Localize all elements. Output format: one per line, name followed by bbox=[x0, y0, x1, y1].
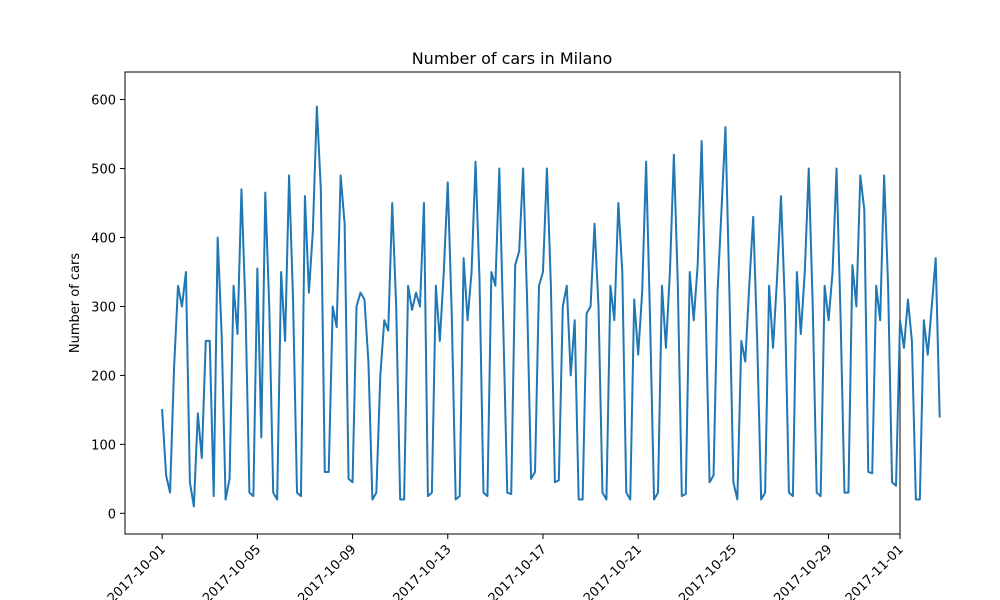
x-tick-label: 2017-11-01 bbox=[843, 542, 907, 600]
y-tick-label: 0 bbox=[108, 507, 116, 522]
x-axis: 2017-10-01 2017-10-05 2017-10-09 2017-10-13… bbox=[105, 534, 907, 600]
y-tick-label: 300 bbox=[91, 300, 116, 315]
x-tick-label: 2017-10-25 bbox=[676, 542, 740, 600]
axes-frame bbox=[124, 71, 901, 535]
y-tick-label: 200 bbox=[91, 369, 116, 384]
x-tick-label: 2017-10-09 bbox=[295, 542, 359, 600]
x-tick-label: 2017-10-01 bbox=[105, 542, 169, 600]
y-tick-label: 500 bbox=[91, 163, 116, 178]
y-tick-label: 600 bbox=[91, 94, 116, 109]
chart-title: Number of cars in Milano bbox=[412, 49, 613, 68]
y-axis: 0 100 200 300 400 500 600 bbox=[91, 94, 125, 522]
plot-area bbox=[124, 71, 941, 535]
x-tick-label: 2017-10-13 bbox=[391, 542, 455, 600]
series-line-cars bbox=[161, 105, 941, 508]
x-tick-label: 2017-10-05 bbox=[200, 542, 264, 600]
y-tick-label: 400 bbox=[91, 231, 116, 246]
x-tick-label: 2017-10-17 bbox=[486, 542, 550, 600]
y-tick-label: 100 bbox=[91, 438, 116, 453]
y-axis-label: Number of cars bbox=[68, 253, 83, 353]
x-tick-label: 2017-10-29 bbox=[771, 542, 835, 600]
x-tick-label: 2017-10-21 bbox=[581, 542, 645, 600]
